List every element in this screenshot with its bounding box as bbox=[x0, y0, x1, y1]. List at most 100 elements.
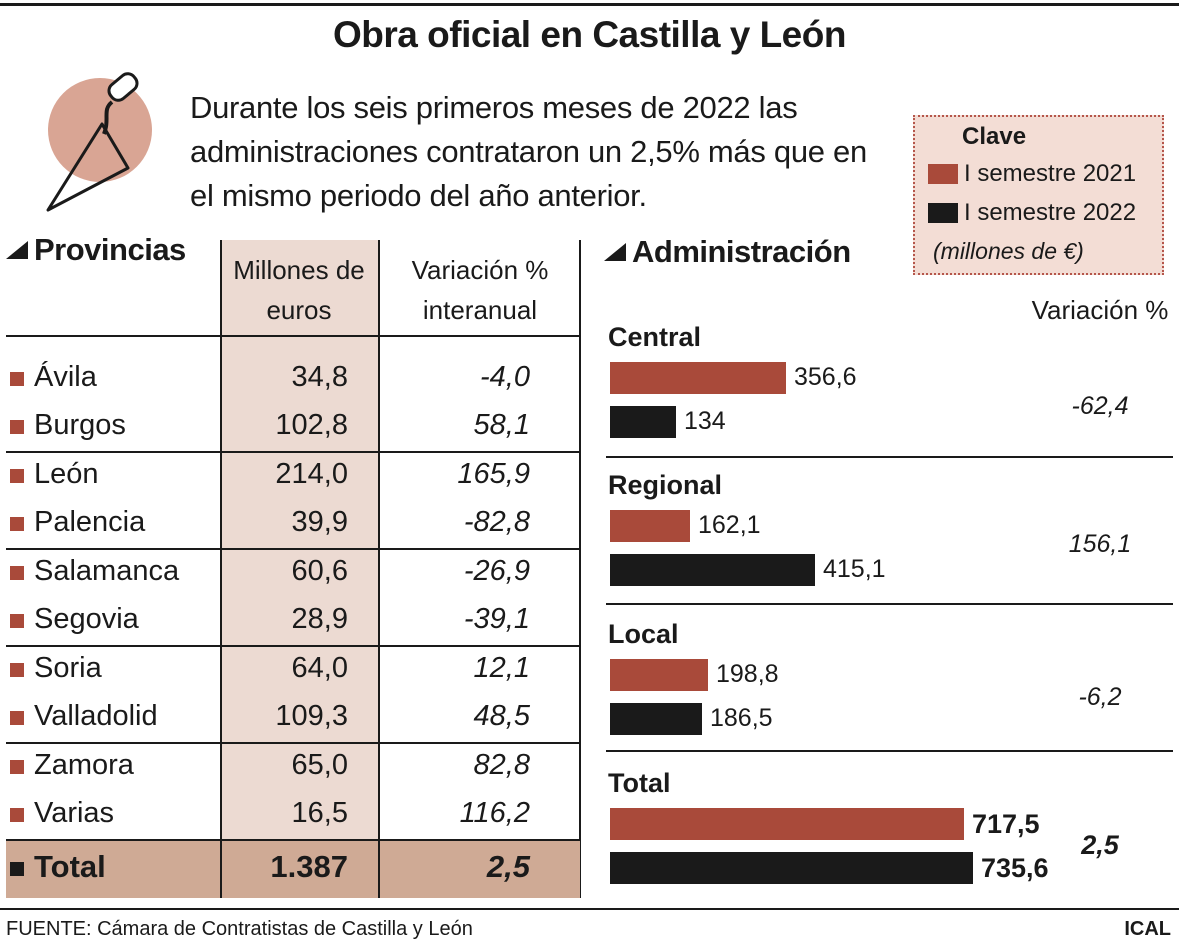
table-row: Valladolid 109,3 48,5 bbox=[6, 694, 580, 742]
source-note: FUENTE: Cámara de Contratistas de Castil… bbox=[6, 918, 473, 940]
row-variacion: 58,1 bbox=[473, 409, 530, 441]
bar-total-2022 bbox=[610, 852, 973, 884]
legend-label-2022: I semestre 2022 bbox=[964, 199, 1137, 226]
group-rule bbox=[606, 456, 1173, 458]
row-variacion: -26,9 bbox=[463, 555, 530, 587]
row-millones: 39,9 bbox=[291, 506, 348, 538]
row-name: León bbox=[34, 458, 99, 490]
col-divider-2 bbox=[378, 840, 380, 898]
total-rule bbox=[6, 839, 580, 841]
row-millones: 64,0 bbox=[291, 652, 348, 684]
table-row: Soria 64,0 12,1 bbox=[6, 646, 580, 694]
bar-label-total-2021: 717,5 bbox=[972, 809, 1040, 839]
row-bullet bbox=[10, 420, 24, 434]
col-divider-1 bbox=[220, 240, 222, 898]
variacion-total: 2,5 bbox=[1081, 830, 1119, 860]
col-header-variacion: Variación % interanual bbox=[411, 255, 549, 325]
bar-regional-2021 bbox=[610, 510, 690, 542]
row-millones: 65,0 bbox=[291, 749, 348, 781]
triangle-icon bbox=[604, 243, 626, 261]
variacion-header: Variación % bbox=[1031, 295, 1169, 325]
total-row: Total 1.387 2,5 bbox=[6, 840, 580, 898]
administracion-title-text: Administración bbox=[632, 234, 851, 269]
variacion-local: -6,2 bbox=[1078, 683, 1122, 711]
row-name: Ávila bbox=[34, 361, 97, 393]
row-name: Soria bbox=[34, 652, 102, 684]
row-bullet bbox=[10, 663, 24, 677]
intro-text: Durante los seis primeros meses de 2022 … bbox=[190, 90, 867, 213]
table-header-rule bbox=[6, 335, 580, 337]
table-rule bbox=[6, 645, 580, 647]
legend-item-2021: I semestre 2021 bbox=[928, 160, 1136, 188]
group-label-total: Total bbox=[608, 768, 671, 798]
legend-title: Clave bbox=[962, 123, 1027, 150]
row-variacion: 82,8 bbox=[473, 749, 530, 781]
credit: ICAL bbox=[1124, 918, 1171, 940]
col-divider-2 bbox=[378, 240, 380, 898]
col-header-millones: Millones de euros bbox=[233, 255, 365, 325]
legend-box bbox=[913, 115, 1164, 275]
table-row: León 214,0 165,9 bbox=[6, 452, 580, 500]
millones-column-bg bbox=[220, 240, 378, 840]
table-row: Burgos 102,8 58,1 bbox=[6, 403, 580, 451]
bar-label-central-2021: 356,6 bbox=[794, 363, 857, 391]
row-name: Palencia bbox=[34, 506, 146, 538]
bar-label-local-2021: 198,8 bbox=[716, 660, 779, 688]
row-millones: 28,9 bbox=[291, 603, 348, 635]
row-name: Segovia bbox=[34, 603, 139, 635]
row-bullet bbox=[10, 372, 24, 386]
row-variacion: -4,0 bbox=[480, 361, 530, 393]
total-millones: 1.387 bbox=[270, 849, 348, 884]
legend-item-2022: I semestre 2022 bbox=[928, 199, 1136, 227]
row-millones: 214,0 bbox=[275, 458, 348, 490]
table-row: Zamora 65,0 82,8 bbox=[6, 743, 580, 791]
legend-swatch-2022 bbox=[928, 203, 958, 223]
table-row: Varias 16,5 116,2 bbox=[6, 791, 580, 839]
bar-total-2021 bbox=[610, 808, 964, 840]
row-name: Valladolid bbox=[34, 700, 158, 732]
group-rule bbox=[606, 750, 1173, 752]
total-row-bg bbox=[6, 840, 580, 898]
page-title: Obra oficial en Castilla y León bbox=[333, 14, 846, 55]
row-bullet bbox=[10, 566, 24, 580]
bar-regional-2022 bbox=[610, 554, 815, 586]
group-label-local: Local bbox=[608, 619, 679, 649]
legend-unit: (millones de €) bbox=[933, 238, 1084, 264]
bar-label-total-2022: 735,6 bbox=[981, 853, 1049, 883]
provincias-title-text: Provincias bbox=[34, 232, 186, 267]
row-millones: 16,5 bbox=[291, 797, 348, 829]
table-row: Ávila 34,8 -4,0 bbox=[6, 355, 580, 403]
row-variacion: 165,9 bbox=[457, 458, 530, 490]
triangle-icon bbox=[6, 241, 28, 259]
row-bullet bbox=[10, 614, 24, 628]
top-rule bbox=[0, 3, 1179, 6]
table-rule bbox=[6, 548, 580, 550]
administracion-title: Administración bbox=[604, 234, 851, 270]
col-divider-3 bbox=[579, 240, 581, 898]
row-variacion: -82,8 bbox=[463, 506, 530, 538]
row-name: Varias bbox=[34, 797, 115, 829]
group-rule bbox=[606, 603, 1173, 605]
row-millones: 102,8 bbox=[275, 409, 348, 441]
row-bullet bbox=[10, 760, 24, 774]
table-rule bbox=[6, 742, 580, 744]
bar-label-local-2022: 186,5 bbox=[710, 704, 773, 732]
row-bullet bbox=[10, 469, 24, 483]
row-variacion: 48,5 bbox=[473, 700, 530, 732]
table-rule bbox=[6, 451, 580, 453]
row-bullet bbox=[10, 517, 24, 531]
bar-central-2022 bbox=[610, 406, 676, 438]
row-variacion: 12,1 bbox=[473, 652, 530, 684]
variacion-regional: 156,1 bbox=[1068, 530, 1132, 558]
row-name: Zamora bbox=[34, 749, 134, 781]
footer-rule bbox=[0, 908, 1179, 910]
total-variacion: 2,5 bbox=[486, 849, 530, 884]
bar-central-2021 bbox=[610, 362, 786, 394]
group-label-central: Central bbox=[608, 322, 702, 352]
row-bullet bbox=[10, 711, 24, 725]
row-variacion: 116,2 bbox=[459, 797, 530, 829]
row-name: Burgos bbox=[34, 409, 126, 441]
col-divider-1 bbox=[220, 840, 222, 898]
bar-label-regional-2021: 162,1 bbox=[698, 511, 761, 539]
bar-local-2022 bbox=[610, 703, 702, 735]
